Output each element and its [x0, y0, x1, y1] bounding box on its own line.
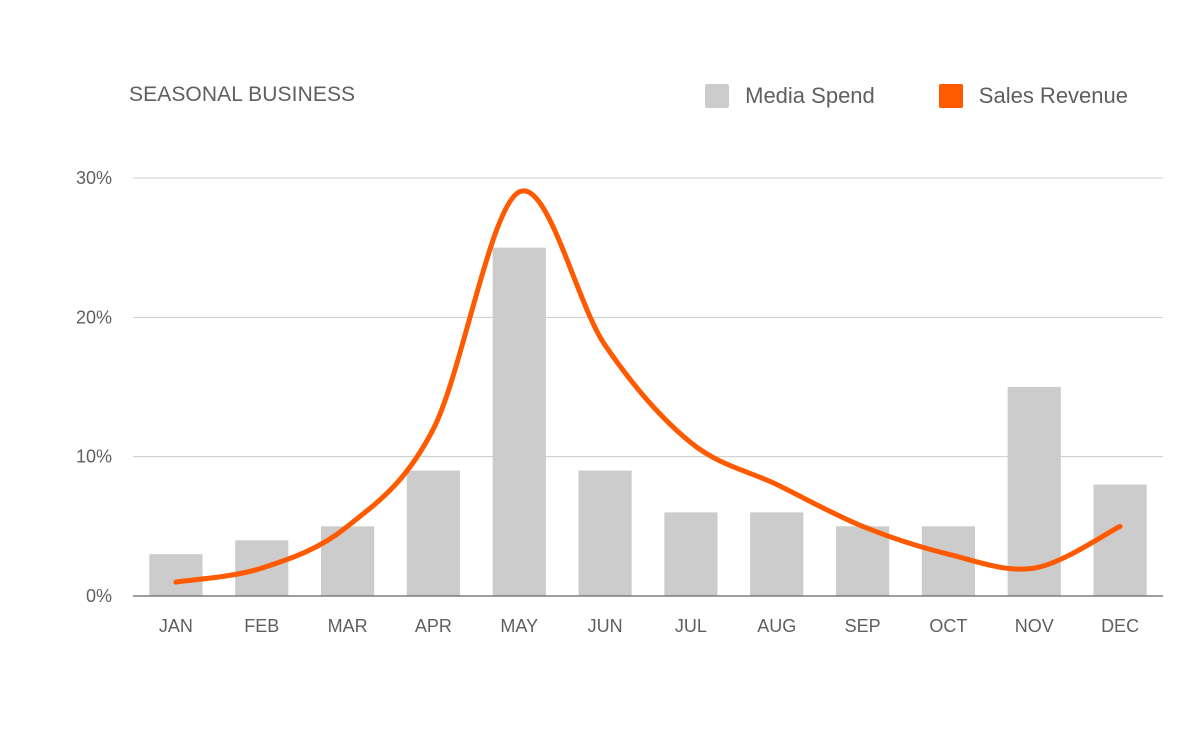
bar-media-spend-jan [149, 554, 203, 596]
x-tick-label-aug: AUG [757, 616, 796, 636]
x-tick-label-mar: MAR [328, 616, 368, 636]
x-tick-label-feb: FEB [244, 616, 279, 636]
bar-media-spend-dec [1093, 484, 1147, 596]
bar-media-spend-jul [664, 512, 718, 596]
x-tick-label-sep: SEP [845, 616, 881, 636]
y-tick-label-10: 10% [76, 447, 112, 467]
legend-item-media-spend: Media Spend [705, 83, 875, 109]
chart-legend: Media Spend Sales Revenue [641, 83, 1128, 109]
bar-media-spend-may [492, 247, 546, 596]
legend-swatch-media-spend [705, 84, 730, 108]
x-tick-label-jul: JUL [675, 616, 707, 636]
chart-title: SEASONAL BUSINESS [129, 83, 356, 106]
x-tick-label-jun: JUN [588, 616, 623, 636]
bar-media-spend-jun [578, 470, 632, 596]
bar-media-spend-aug [750, 512, 804, 596]
x-tick-label-dec: DEC [1101, 616, 1139, 636]
x-tick-label-may: MAY [500, 616, 538, 636]
legend-label-media-spend: Media Spend [745, 83, 875, 108]
bar-media-spend-apr [406, 470, 461, 596]
x-tick-label-jan: JAN [159, 616, 193, 636]
line-sales-revenue [173, 188, 1123, 585]
legend-swatch-sales-revenue [938, 84, 963, 108]
x-tick-label-apr: APR [415, 616, 452, 636]
bar-media-spend-sep [835, 526, 890, 596]
y-tick-label-20: 20% [76, 307, 112, 327]
x-tick-label-oct: OCT [929, 616, 967, 636]
y-tick-label-0: 0% [86, 586, 112, 606]
legend-label-sales-revenue: Sales Revenue [978, 83, 1128, 108]
y-tick-label-30: 30% [76, 168, 112, 188]
legend-item-sales-revenue: Sales Revenue [938, 83, 1128, 109]
x-tick-label-nov: NOV [1015, 616, 1054, 636]
